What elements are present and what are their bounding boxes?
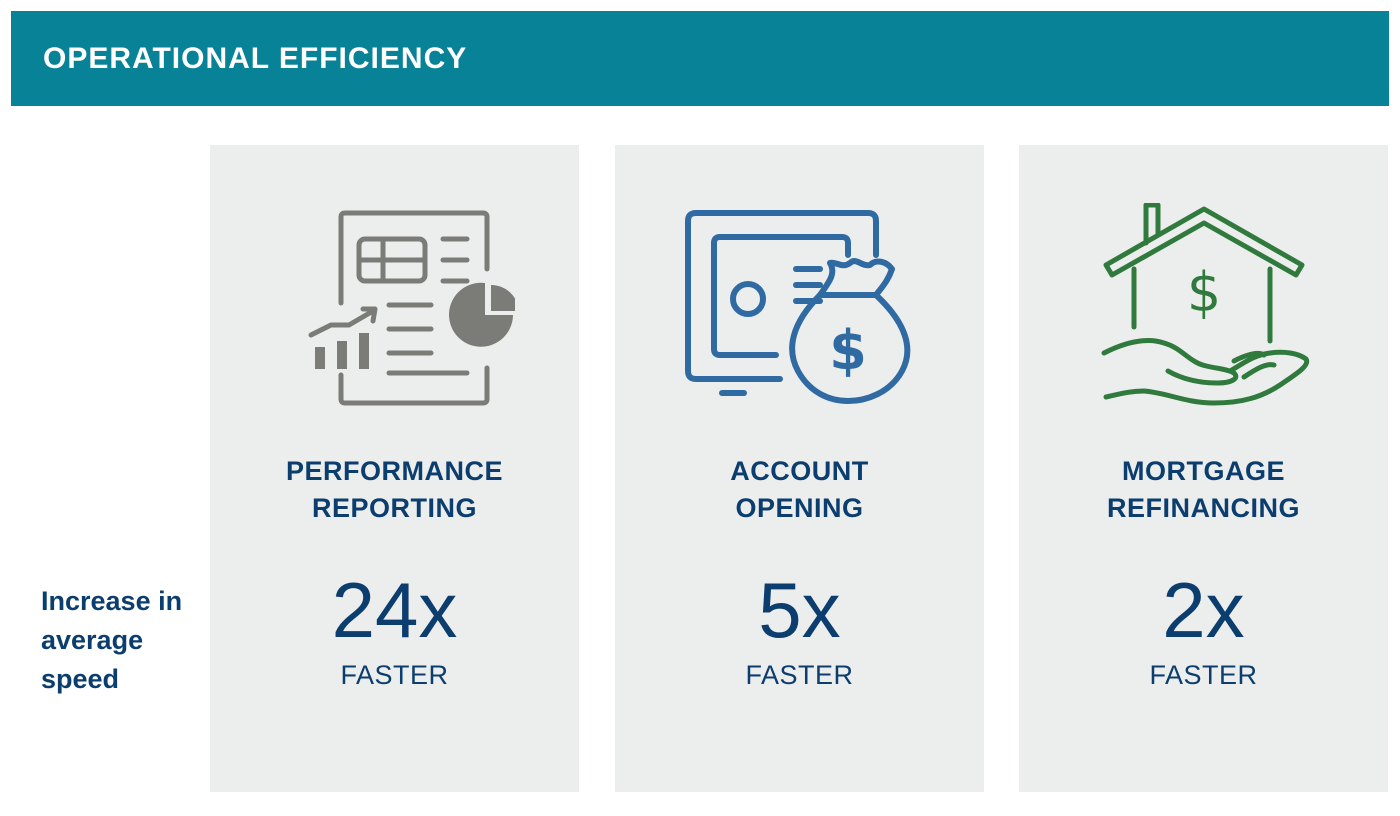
header-bar: OPERATIONAL EFFICIENCY	[11, 11, 1389, 106]
card-stat: 2x	[1162, 566, 1245, 654]
card-title: ACCOUNT OPENING	[615, 453, 984, 527]
card-title-line2: REFINANCING	[1107, 493, 1300, 523]
card-stat: 24x	[331, 566, 458, 654]
card-title-line2: OPENING	[735, 493, 864, 523]
card-title: PERFORMANCE REPORTING	[210, 453, 579, 527]
card-account-opening: $ ACCOUNT OPENING 5x FASTER	[615, 145, 984, 792]
card-stat: 5x	[758, 566, 841, 654]
house-in-hand-icon: $	[1084, 203, 1324, 423]
card-title-line1: ACCOUNT	[730, 456, 869, 486]
card-title: MORTGAGE REFINANCING	[1019, 453, 1388, 527]
card-unit: FASTER	[745, 660, 854, 690]
report-chart-icon	[275, 203, 515, 423]
card-performance-reporting: PERFORMANCE REPORTING 24x FASTER	[210, 145, 579, 792]
card-unit: FASTER	[1149, 660, 1258, 690]
side-label: Increase in average speed	[41, 586, 183, 694]
card-mortgage-refinancing: $ MORTGAGE REFINANCING 2x FASTER	[1019, 145, 1388, 792]
svg-text:$: $	[1186, 261, 1220, 324]
card-title-line1: MORTGAGE	[1122, 456, 1285, 486]
card-title-line1: PERFORMANCE	[285, 456, 503, 486]
page-title: OPERATIONAL EFFICIENCY	[43, 42, 468, 75]
svg-text:$: $	[829, 319, 867, 382]
safe-money-bag-icon: $	[680, 203, 920, 423]
card-unit: FASTER	[340, 660, 449, 690]
card-title-line2: REPORTING	[311, 493, 477, 523]
